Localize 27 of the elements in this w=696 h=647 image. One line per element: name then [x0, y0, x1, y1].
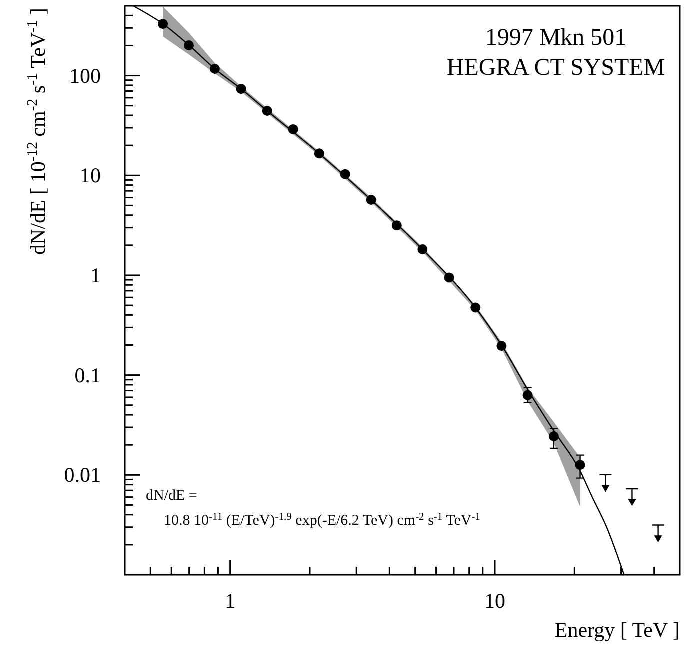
point [575, 460, 586, 470]
text: 1997 Mkn 501 [485, 25, 627, 51]
y-tick-label: 0.1 [74, 363, 101, 388]
point [262, 106, 272, 116]
y-tick-label: 10 [80, 164, 101, 188]
point [158, 19, 168, 30]
y-tick-label: 1 [90, 263, 101, 288]
point [470, 302, 481, 313]
point [496, 341, 507, 352]
point [210, 64, 220, 74]
point [184, 40, 194, 51]
point [236, 84, 246, 94]
point [366, 195, 376, 206]
point [418, 244, 428, 255]
point [522, 390, 533, 400]
y-tick-label: 100 [70, 64, 101, 88]
text: 10.8 10$^{-11}$ (E/TeV)$^{-1.9}$ exp(-E/6.2 TeV) cm$^{-2}$ s$^{-1}$ TeV$^{-1}$ [164, 512, 480, 529]
point [444, 272, 454, 283]
point [392, 220, 402, 231]
x-axis-title: Energy [ TeV ] [554, 618, 680, 642]
annotation: dN/dE = [146, 488, 198, 504]
point [548, 431, 559, 442]
point [340, 169, 350, 180]
point [314, 148, 324, 159]
y-tick-label: 0.01 [64, 463, 101, 488]
point [288, 124, 298, 134]
text: HEGRA CT SYSTEM [446, 55, 666, 81]
